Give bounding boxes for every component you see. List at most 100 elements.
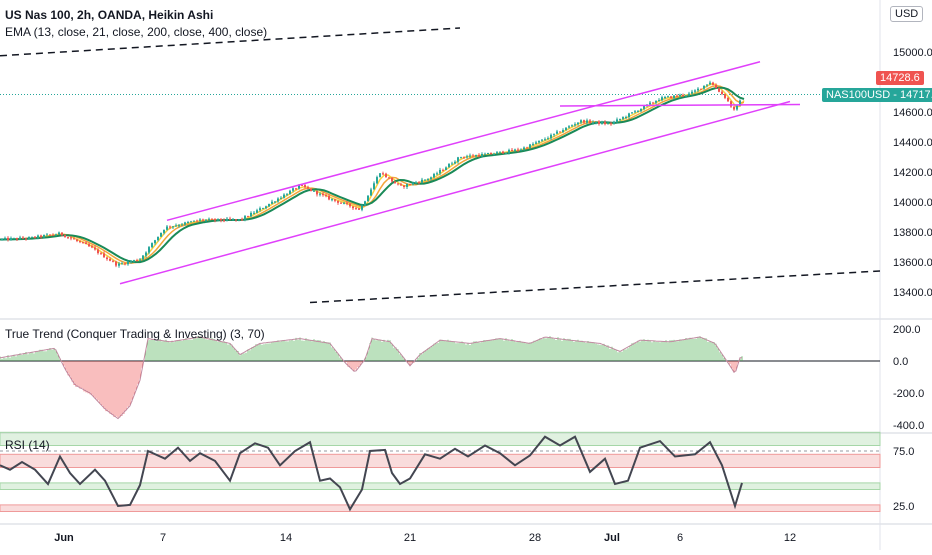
candle-body xyxy=(655,101,657,103)
candle-body xyxy=(709,82,711,85)
candle-body xyxy=(268,203,270,207)
candle-body xyxy=(112,260,114,262)
candle-body xyxy=(373,183,375,190)
price-tick-label: 13600.0 xyxy=(893,257,932,269)
candle-body xyxy=(40,235,42,238)
candle-body xyxy=(310,188,312,192)
candle-body xyxy=(460,157,462,159)
candle-body xyxy=(649,102,651,105)
rsi-label: RSI (14) xyxy=(5,438,50,452)
candle-body xyxy=(418,182,420,184)
time-tick-label: Jun xyxy=(54,532,74,544)
candle-body xyxy=(202,219,204,221)
candle-body xyxy=(193,220,195,222)
candle-body xyxy=(160,232,162,237)
candle-body xyxy=(658,100,660,102)
candle-body xyxy=(52,234,54,236)
candle-body xyxy=(496,152,498,154)
ema-legend: EMA (13, close, 21, close, 200, close, 4… xyxy=(5,25,268,39)
candle-body xyxy=(46,234,48,236)
candle-body xyxy=(100,253,102,255)
candle-body xyxy=(622,117,624,119)
candle-body xyxy=(334,199,336,201)
candle-body xyxy=(451,163,453,165)
candle-body xyxy=(250,212,252,217)
candle-body xyxy=(271,201,273,204)
candle-body xyxy=(22,237,24,239)
candle-body xyxy=(514,149,516,151)
candle-body xyxy=(487,153,489,154)
candle-body xyxy=(7,237,9,240)
candle-body xyxy=(415,182,417,184)
candle-body xyxy=(115,261,117,266)
candle-body xyxy=(472,155,474,157)
candle-body xyxy=(382,173,384,175)
candle-body xyxy=(703,85,705,89)
candle-body xyxy=(445,167,447,170)
candle-body xyxy=(388,177,390,179)
currency-button[interactable]: USD xyxy=(890,6,924,22)
candle-body xyxy=(1,239,3,240)
candle-body xyxy=(403,185,405,187)
candle-body xyxy=(256,210,258,213)
time-tick-label: 28 xyxy=(529,532,541,544)
candle-body xyxy=(739,100,741,106)
candle-body xyxy=(82,242,84,244)
candle-body xyxy=(262,208,264,210)
candle-body xyxy=(640,108,642,112)
candle-body xyxy=(589,120,591,123)
candle-body xyxy=(478,155,480,157)
candle-body xyxy=(490,153,492,155)
candle-body xyxy=(520,149,522,151)
candle-body xyxy=(628,113,630,117)
candle-body xyxy=(97,249,99,254)
true-trend-tick-label: 0.0 xyxy=(893,356,908,368)
candle-body xyxy=(457,157,459,162)
candle-body xyxy=(652,102,654,104)
candle-body xyxy=(664,97,666,98)
candle-body xyxy=(73,238,75,240)
candle-body xyxy=(94,247,96,250)
candle-body xyxy=(13,238,15,239)
candle-body xyxy=(328,195,330,200)
rsi-tick-label: 25.0 xyxy=(893,501,914,513)
candle-body xyxy=(235,219,237,221)
candle-body xyxy=(391,178,393,182)
candle-body xyxy=(157,236,159,241)
candle-body xyxy=(151,243,153,248)
candle-body xyxy=(166,226,168,230)
candle-body xyxy=(616,119,618,122)
candle-body xyxy=(733,106,735,110)
candle-body xyxy=(196,220,198,222)
candle-body xyxy=(316,190,318,195)
candle-body xyxy=(340,202,342,204)
candle-body xyxy=(466,156,468,158)
price-tick-label: 14200.0 xyxy=(893,167,932,179)
candle-body xyxy=(484,153,486,155)
candle-body xyxy=(436,173,438,175)
candle-body xyxy=(304,185,306,188)
price-tick-label: 13800.0 xyxy=(893,227,932,239)
candle-body xyxy=(103,253,105,258)
candle-body xyxy=(139,259,141,261)
candle-body xyxy=(439,169,441,174)
candle-body xyxy=(673,95,675,98)
candle-body xyxy=(400,184,402,186)
candle-body xyxy=(58,232,60,235)
candle-body xyxy=(691,91,693,94)
candle-body xyxy=(568,126,570,128)
candle-body xyxy=(688,93,690,96)
candle-body xyxy=(517,149,519,151)
candle-body xyxy=(154,240,156,244)
candle-body xyxy=(730,101,732,107)
candle-body xyxy=(187,222,189,223)
price-tag-symbol: NAS100USD - 14717.0 xyxy=(822,88,932,102)
candle-body xyxy=(535,142,537,144)
candle-body xyxy=(532,143,534,145)
candle-body xyxy=(661,97,663,101)
candle-body xyxy=(28,237,30,239)
time-tick-label: 12 xyxy=(784,532,796,544)
candle-body xyxy=(121,263,123,265)
